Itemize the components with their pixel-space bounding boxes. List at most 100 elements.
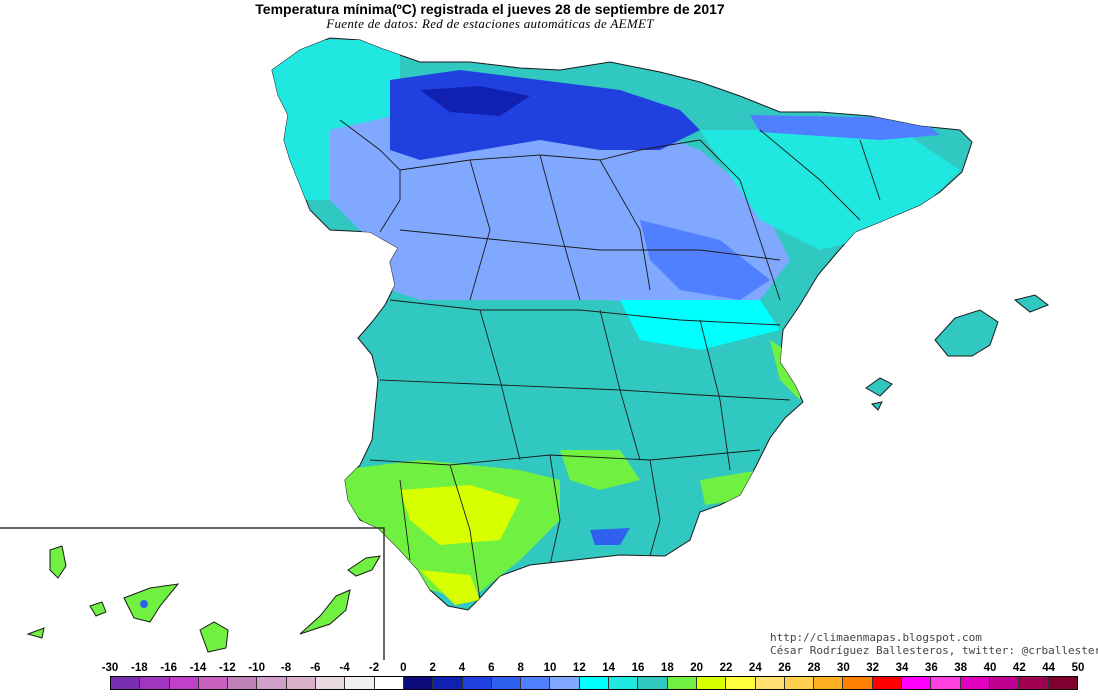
legend-swatch [872, 677, 903, 689]
legend-tick-label: -6 [310, 662, 321, 674]
legend-swatch [1019, 677, 1049, 689]
legend-swatch [462, 677, 492, 689]
legend-swatch [755, 677, 785, 689]
legend-swatch [403, 677, 434, 689]
la-palma-island [49, 545, 67, 579]
legend-tick-label: 42 [1012, 662, 1026, 674]
legend-ticks: -30 -18 -16 -14 -12 -10 -8 -6 -4 -2 0 2 4 6 8 10 12 14 16 1… [0, 662, 1098, 676]
legend-tick-label: 30 [836, 662, 850, 674]
legend-tick-label: 36 [924, 662, 938, 674]
legend-tick-label: -10 [248, 662, 265, 674]
legend-swatch [696, 677, 727, 689]
legend-swatch [198, 677, 229, 689]
balearic-islands [865, 294, 1050, 411]
legend-tick-label: -14 [189, 662, 207, 674]
fuerteventura-island [299, 589, 351, 635]
legend-swatch [814, 677, 844, 689]
formentera-island [870, 401, 883, 411]
legend-tick-label: 24 [748, 662, 762, 674]
legend-tick-label: 32 [866, 662, 880, 674]
legend-tick-label: -4 [339, 662, 350, 674]
sierra-nevada-zone [590, 528, 630, 545]
legend-swatch [286, 677, 317, 689]
legend-swatch [609, 677, 639, 689]
south-warm-core [400, 485, 520, 545]
legend-swatch [638, 677, 668, 689]
legend-swatch [433, 677, 463, 689]
legend-tick-label: 50 [1071, 662, 1085, 674]
el-hierro-island [26, 627, 45, 639]
iberian-system-zone [640, 220, 770, 300]
legend-swatch [726, 677, 756, 689]
legend-tick-label: -18 [131, 662, 148, 674]
cantabrian-core [420, 86, 530, 116]
peninsula [271, 37, 973, 611]
gran-canaria-island [199, 621, 229, 653]
legend-swatch [1048, 677, 1077, 689]
legend-tick-label: 16 [631, 662, 645, 674]
legend-swatch [843, 677, 873, 689]
legend-swatch [111, 677, 141, 689]
legend-tick-label: 18 [660, 662, 674, 674]
legend-tick-label: 4 [458, 662, 466, 674]
legend-swatch [579, 677, 610, 689]
legend-tick-label: 44 [1042, 662, 1056, 674]
legend-swatch [228, 677, 258, 689]
la-gomera-island [89, 601, 107, 617]
legend-tick-label: 0 [400, 662, 407, 674]
legend-tick-label: 2 [429, 662, 436, 674]
legend-swatch [140, 677, 170, 689]
lanzarote-island [347, 555, 381, 577]
legend-tick-label: 12 [572, 662, 586, 674]
legend-swatch [345, 677, 375, 689]
pyrenees-zone [750, 115, 940, 140]
legend-swatch [931, 677, 961, 689]
legend-tick-label: 20 [690, 662, 704, 674]
ibiza-island [865, 377, 893, 397]
legend-swatch [521, 677, 551, 689]
legend-tick-label: 10 [543, 662, 557, 674]
mallorca-island [934, 309, 999, 357]
south-coast-zone [420, 570, 480, 605]
legend-swatch [374, 677, 404, 689]
legend-swatch [902, 677, 932, 689]
legend-swatch [784, 677, 815, 689]
credits: http://climaenmapas.blogspot.com César R… [770, 631, 1098, 657]
tenerife-island [123, 583, 180, 623]
legend-tick-label: 34 [895, 662, 909, 674]
legend-swatch [169, 677, 199, 689]
credits-blog: http://climaenmapas.blogspot.com [770, 631, 982, 644]
murcia-coast-zone [700, 470, 760, 505]
legend-tick-label: -2 [368, 662, 380, 674]
central-band-zone [620, 300, 780, 350]
legend-tick-label: 22 [719, 662, 733, 674]
legend-tick-label: 26 [778, 662, 792, 674]
legend-swatch [491, 677, 522, 689]
legend-swatch [257, 677, 287, 689]
legend-tick-label: -12 [219, 662, 236, 674]
legend-swatch [316, 677, 346, 689]
legend-swatch [550, 677, 580, 689]
map-title: Temperatura mínima(ºC) registrada el jue… [255, 1, 725, 17]
legend-tick-label: -16 [160, 662, 177, 674]
legend-tick-label: 40 [983, 662, 997, 674]
legend-tick-label: 8 [517, 662, 524, 674]
canary-inset [0, 527, 385, 660]
legend-tick-label: 28 [807, 662, 821, 674]
legend-tick-label: 6 [488, 662, 495, 674]
credits-author: César Rodríguez Ballesteros, twitter: @c… [770, 644, 1098, 657]
legend-swatch [667, 677, 697, 689]
province-borders [339, 119, 881, 601]
legend-tick-label: 38 [954, 662, 968, 674]
menorca-island [1013, 294, 1050, 313]
tenerife-peak [140, 600, 148, 608]
legend-tick-label: 14 [602, 662, 616, 674]
legend-tick-label: -30 [101, 662, 119, 674]
canary-inset-frame [0, 527, 385, 660]
legend-swatch [960, 677, 990, 689]
legend-colorbar [110, 676, 1078, 690]
southeast-zone [560, 450, 640, 490]
legend-tick-label: -8 [280, 662, 292, 674]
map-subtitle: Fuente de datos: Red de estaciones autom… [326, 16, 654, 31]
temperature-map [0, 37, 1050, 660]
